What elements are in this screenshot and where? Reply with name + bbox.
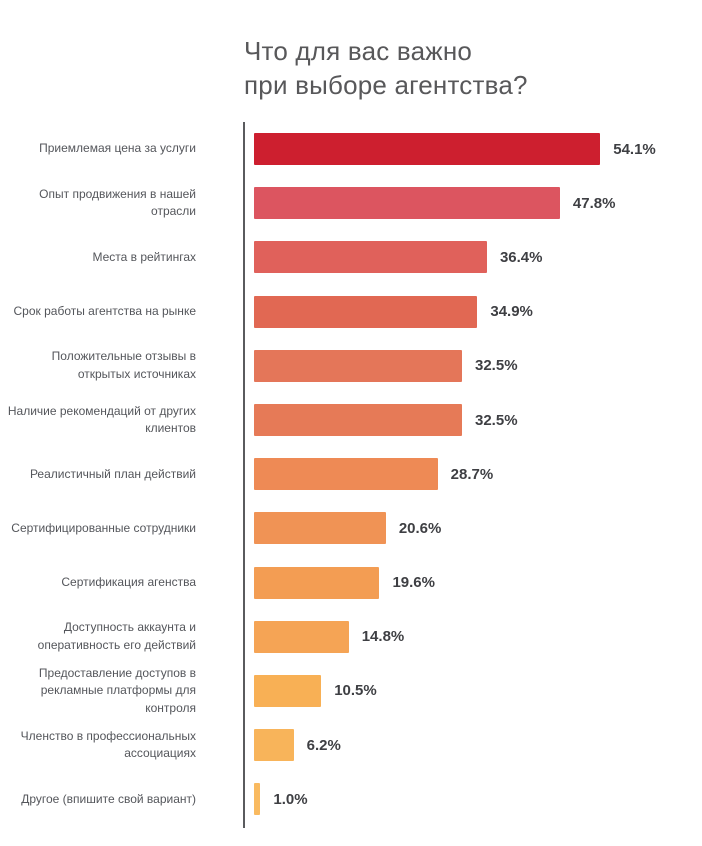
bar-track: 47.8% — [207, 187, 702, 220]
bar-row: Наличие рекомендаций от других клиентов … — [0, 393, 702, 447]
bar-row: Предоставление доступов в рекламные плат… — [0, 664, 702, 718]
bar-label: Наличие рекомендаций от других клиентов — [7, 403, 196, 436]
bar — [254, 674, 322, 707]
bar — [254, 133, 601, 166]
chart-title-line2: при выборе агентства? — [244, 70, 528, 101]
bar-track: 32.5% — [207, 349, 702, 382]
y-axis-line — [243, 122, 245, 828]
bar-row: Членство в профессиональных ассоциациях … — [0, 718, 702, 772]
bar-label: Предоставление доступов в рекламные плат… — [38, 665, 196, 715]
bar-value: 1.0% — [273, 790, 308, 808]
bar — [254, 458, 438, 491]
bar-track: 1.0% — [207, 783, 702, 816]
bar-value: 14.8% — [361, 628, 405, 646]
bar-label: Реалистичный план действий — [29, 466, 196, 481]
bar-value: 20.6% — [398, 519, 442, 537]
bar-label: Доступность аккаунта и оперативность его… — [37, 620, 196, 652]
bar-label: Срок работы агентства на рынке — [13, 303, 197, 318]
bar-value: 32.5% — [475, 357, 518, 375]
bar-row: Опыт продвижения в нашей отрасли 47.8% — [0, 176, 702, 230]
bar-value: 19.6% — [392, 574, 435, 592]
bar-value: 28.7% — [450, 465, 494, 483]
bar-track: 34.9% — [207, 295, 702, 328]
bar — [254, 241, 487, 274]
bar — [254, 512, 386, 545]
bar-track: 32.5% — [207, 404, 702, 437]
bar-track: 20.6% — [207, 512, 702, 545]
bar — [254, 783, 261, 816]
bar-track: 14.8% — [207, 620, 702, 653]
bar-track: 19.6% — [207, 566, 702, 599]
bar-row: Сертифицированные сотрудники 20.6% — [0, 501, 702, 555]
bar-value: 47.8% — [572, 194, 616, 212]
bar — [254, 404, 462, 437]
bar-label: Приемлемая цена за услуги — [39, 141, 196, 156]
bar-track: 36.4% — [207, 241, 702, 274]
bar-track: 54.1% — [207, 133, 702, 166]
bar-row: Места в рейтингах 36.4% — [0, 230, 702, 284]
bar-chart: Приемлемая цена за услуги 54.1% Опыт про… — [0, 122, 702, 828]
bar-label: Места в рейтингах — [92, 249, 196, 264]
bar-row: Доступность аккаунта и оперативность его… — [0, 610, 702, 664]
bar-label: Опыт продвижения в нашей отрасли — [39, 186, 196, 219]
chart-title-line1: Что для вас важно — [244, 36, 473, 66]
bar-value: 54.1% — [613, 140, 656, 158]
bar — [254, 349, 462, 382]
bar — [254, 566, 380, 599]
bar-row: Реалистичный план действий 28.7% — [0, 447, 702, 501]
bar — [254, 729, 294, 762]
bar-row: Сертификация агенства 19.6% — [0, 556, 702, 610]
bar — [254, 620, 349, 653]
bar-value: 36.4% — [499, 248, 543, 266]
bar-label: Положительные отзывы в открытых источник… — [51, 349, 196, 381]
bar-row: Другое (впишите свой вариант) 1.0% — [0, 772, 702, 826]
bar-label: Другое (впишите свой вариант) — [21, 791, 196, 806]
bar — [254, 295, 478, 328]
bar-row: Срок работы агентства на рынке 34.9% — [0, 285, 702, 339]
bar-value: 32.5% — [475, 411, 518, 429]
bar-track: 6.2% — [207, 729, 702, 762]
bar-row: Положительные отзывы в открытых источник… — [0, 339, 702, 393]
bar-track: 10.5% — [207, 674, 702, 707]
bar-rows: Приемлемая цена за услуги 54.1% Опыт про… — [0, 122, 702, 826]
bar-value: 10.5% — [334, 682, 377, 700]
bar-label: Сертифицированные сотрудники — [11, 520, 196, 535]
bar-label: Членство в профессиональных ассоциациях — [20, 728, 196, 761]
bar-track: 28.7% — [207, 458, 702, 491]
bar-row: Приемлемая цена за услуги 54.1% — [0, 122, 702, 176]
chart-title: Что для вас важно при выборе агентства? — [244, 34, 528, 103]
bar — [254, 187, 560, 220]
bar-value: 34.9% — [490, 303, 533, 321]
bar-value: 6.2% — [306, 736, 341, 754]
bar-label: Сертификация агенства — [61, 574, 196, 589]
